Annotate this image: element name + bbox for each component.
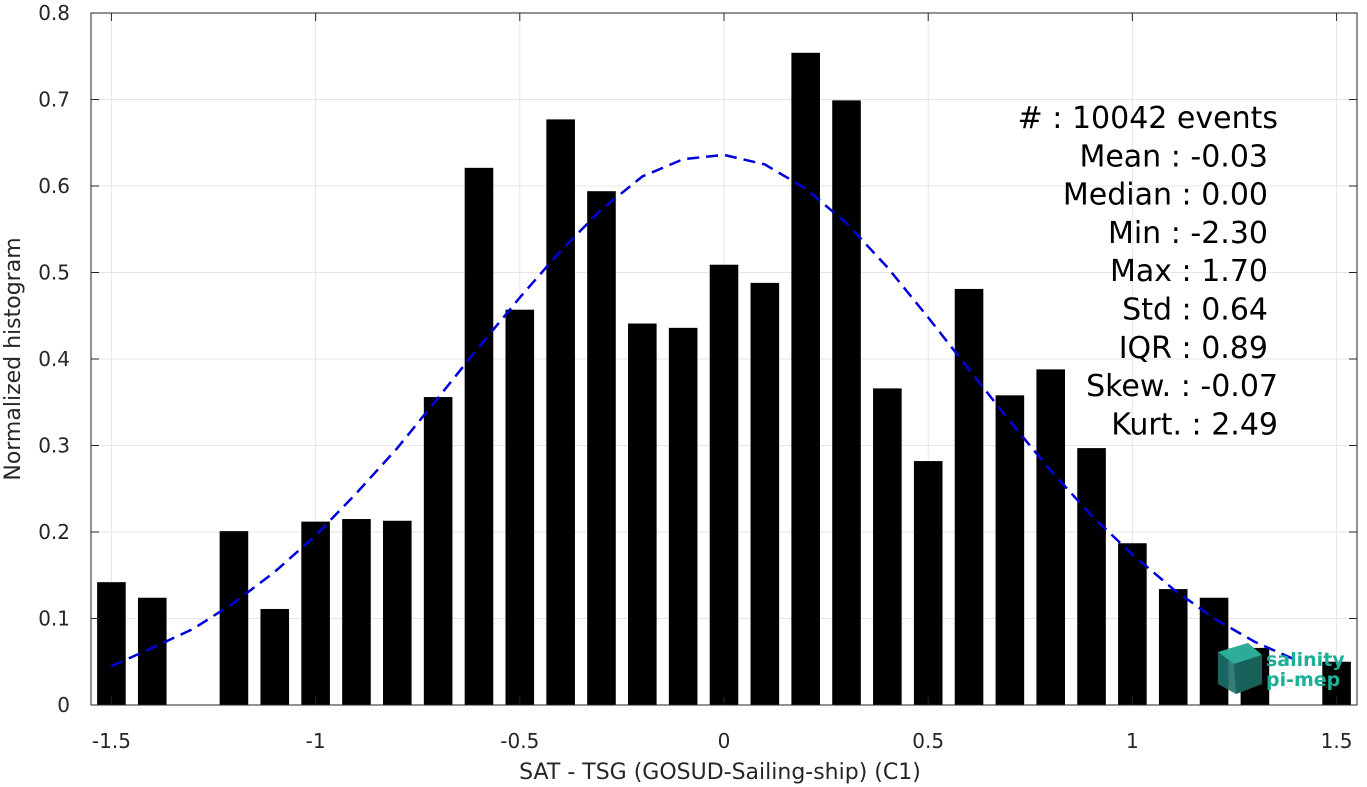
y-tick-label-7: 0.7	[38, 88, 70, 112]
stats-line-8: Kurt. : 2.49	[1111, 407, 1278, 442]
bar-7	[423, 397, 453, 705]
salinity-pi-mep-logo: salinity pi-mep	[1218, 643, 1345, 694]
bar-2	[219, 531, 249, 705]
y-tick-label-3: 0.3	[38, 434, 70, 458]
bar-8	[464, 167, 494, 705]
bar-11	[587, 191, 616, 705]
bar-22	[1036, 369, 1066, 705]
fit-curve-line	[110, 153, 1297, 668]
x-tick-label-0: -1.5	[92, 729, 131, 753]
y-tick-label-0: 0	[57, 693, 70, 717]
stats-line-5: Std : 0.64	[1122, 293, 1268, 328]
bar-5	[342, 519, 371, 705]
stats-line-4: Max : 1.70	[1110, 254, 1268, 289]
stats-line-2: Median : 0.00	[1063, 178, 1268, 213]
bar-20	[954, 288, 984, 705]
x-tick-label-2: -0.5	[500, 729, 539, 753]
y-tick-label-4: 0.4	[38, 347, 70, 371]
cube-icon	[1218, 643, 1262, 694]
logo-line1: salinity	[1266, 649, 1345, 671]
bars	[97, 52, 1351, 706]
bar-6	[382, 520, 412, 705]
x-tick-label-1: -1	[306, 729, 326, 753]
x-tick-label-4: 0.5	[912, 729, 944, 753]
bar-12	[628, 323, 657, 705]
bar-25	[1158, 589, 1188, 705]
bar-18	[873, 388, 902, 705]
bar-10	[546, 119, 575, 705]
bar-0	[97, 582, 126, 705]
bar-1	[137, 597, 167, 705]
y-tick-label-1: 0.1	[38, 607, 70, 631]
bar-24	[1118, 543, 1147, 705]
bar-14	[709, 264, 739, 705]
y-tick-label-5: 0.5	[38, 261, 70, 285]
stats-line-0: # : 10042 events	[1018, 101, 1278, 136]
stats-line-7: Skew. : -0.07	[1086, 369, 1278, 404]
stats-line-3: Min : -2.30	[1108, 216, 1268, 251]
bar-13	[668, 327, 698, 705]
fit-curve	[110, 153, 1297, 668]
x-ticks: -1.5 -1 -0.5 0 0.5 1 1.5	[92, 13, 1353, 753]
x-axis-label: SAT - TSG (GOSUD-Sailing-ship) (C1)	[519, 760, 921, 785]
x-tick-label-3: 0	[718, 729, 731, 753]
y-tick-label-8: 0.8	[38, 1, 70, 25]
y-ticks: 0 0.1 0.2 0.3 0.4 0.5 0.6 0.7 0.8	[38, 1, 1357, 717]
y-tick-label-6: 0.6	[38, 174, 70, 198]
bar-15	[750, 282, 780, 705]
bar-4	[301, 521, 330, 705]
x-tick-label-6: 1.5	[1321, 729, 1353, 753]
y-tick-label-2: 0.2	[38, 520, 70, 544]
bar-3	[260, 608, 290, 705]
bar-21	[995, 395, 1025, 705]
stats-line-1: Mean : -0.03	[1079, 139, 1268, 174]
x-tick-label-5: 1	[1126, 729, 1139, 753]
logo-line2: pi-mep	[1266, 669, 1340, 691]
bar-23	[1077, 448, 1106, 705]
stats-line-6: IQR : 0.89	[1119, 331, 1268, 366]
bar-16	[791, 52, 820, 706]
bar-19	[913, 461, 943, 705]
bar-17	[832, 100, 861, 706]
y-axis-label: Normalized histogram	[1, 237, 26, 480]
bar-9	[505, 309, 535, 705]
